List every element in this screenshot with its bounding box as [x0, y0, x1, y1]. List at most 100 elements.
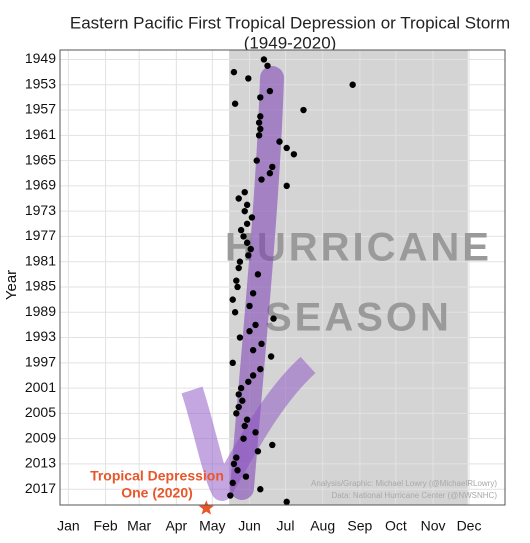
point [269, 441, 276, 449]
point [257, 113, 264, 120]
point [241, 207, 248, 215]
point [248, 214, 256, 221]
y-tick-label: 1977 [25, 227, 56, 243]
point [233, 410, 240, 417]
x-tick-label: Apr [165, 518, 187, 534]
point [276, 138, 283, 145]
point [249, 346, 257, 354]
x-tick-label: Sep [347, 518, 372, 534]
point [257, 94, 264, 101]
y-tick-label: 2009 [25, 429, 56, 445]
point [257, 125, 264, 133]
arrow-decoration [181, 356, 316, 501]
point [236, 334, 244, 341]
point [229, 296, 236, 303]
season-label: SEASON [265, 296, 452, 340]
point [242, 473, 250, 480]
point [246, 302, 253, 310]
point [283, 144, 290, 152]
point [239, 397, 246, 404]
point [253, 157, 260, 164]
point [240, 435, 247, 442]
point [234, 283, 241, 291]
plot-frame [59, 49, 506, 506]
point [243, 239, 251, 246]
point [300, 106, 307, 114]
credit: Data: National Hurricane Center (@NWSNHC… [332, 491, 498, 500]
y-tick-label: 1981 [25, 252, 56, 268]
y-tick-label: 1953 [25, 75, 56, 91]
point [260, 56, 268, 63]
point [249, 372, 257, 379]
point [255, 132, 263, 139]
point [237, 384, 245, 392]
y-tick-label: 2013 [25, 455, 56, 471]
point [270, 315, 277, 322]
point [235, 195, 242, 202]
y-tick-label: 1949 [25, 50, 56, 66]
point [229, 359, 236, 367]
point [241, 422, 248, 430]
highlight-label: One (2020) [121, 485, 193, 501]
point [257, 486, 264, 493]
point [349, 81, 356, 88]
x-tick-label: Jun [238, 518, 261, 534]
point [234, 467, 241, 474]
point [243, 220, 251, 227]
x-tick-label: Oct [385, 518, 407, 534]
point [237, 226, 245, 234]
credit: Analysis/Graphic: Michael Lowry (@Michae… [311, 479, 497, 488]
point [246, 328, 253, 335]
x-tick-label: Feb [94, 518, 118, 534]
y-tick-label: 2005 [25, 404, 56, 420]
x-tick-label: May [199, 518, 225, 534]
point [233, 454, 240, 461]
y-tick-label: 1965 [25, 151, 56, 167]
chart-title: Eastern Pacific First Tropical Depressio… [70, 13, 510, 32]
point [231, 309, 239, 316]
point [227, 492, 234, 499]
point [236, 258, 244, 265]
x-tick-label: Mar [127, 518, 151, 534]
x-tick-label: Aug [310, 518, 335, 534]
point [290, 151, 298, 158]
point [264, 62, 271, 69]
point [266, 87, 274, 95]
x-tick-label: Nov [421, 518, 446, 534]
y-axis-label: Year [3, 270, 20, 300]
point [267, 353, 275, 360]
y-tick-label: 1989 [25, 303, 56, 319]
point [230, 460, 238, 468]
point [230, 68, 238, 76]
y-tick-label: 1973 [25, 202, 56, 218]
point [249, 290, 257, 297]
point [252, 429, 259, 436]
point [235, 391, 242, 398]
y-tick-label: 2017 [25, 480, 56, 496]
point [240, 233, 247, 240]
point [243, 201, 251, 209]
y-tick-label: 1985 [25, 278, 56, 294]
point [231, 100, 239, 107]
point [235, 403, 242, 411]
point [245, 252, 252, 259]
point [243, 416, 251, 423]
y-tick-label: 2001 [25, 379, 56, 395]
point [229, 479, 236, 487]
y-tick-label: 1997 [25, 354, 56, 370]
point [252, 321, 259, 329]
chart-subtitle: (1949-2020) [244, 33, 337, 52]
point [254, 448, 262, 455]
point [254, 271, 262, 278]
point [257, 365, 264, 373]
x-tick-label: Dec [457, 518, 482, 534]
point [233, 277, 240, 284]
y-tick-label: 1961 [25, 126, 56, 142]
point [247, 245, 254, 253]
point [245, 378, 252, 385]
point [241, 188, 248, 196]
highlight-label: Tropical Depression [90, 468, 224, 484]
point [269, 163, 276, 171]
point [245, 75, 252, 82]
point [283, 498, 290, 506]
